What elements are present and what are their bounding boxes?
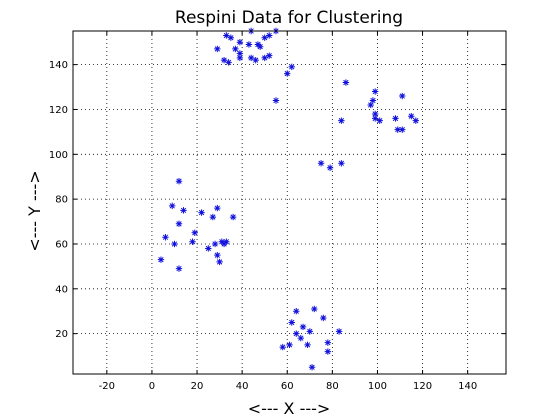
data-point [189,238,196,245]
data-point [175,265,183,272]
data-point [205,245,212,252]
data-point [288,63,295,71]
data-points [157,27,419,371]
data-point [284,70,291,77]
data-point [236,54,244,62]
data-point [214,251,221,259]
data-point [399,126,406,133]
data-point [171,240,178,248]
data-point [214,204,221,212]
data-point [220,56,228,64]
x-tick-label: -20 [99,381,115,392]
data-point [236,50,244,57]
data-point [399,92,406,100]
plot-frame [72,30,507,375]
grid-lines [73,31,506,374]
x-tick-label: 60 [281,381,294,392]
data-point [214,45,221,53]
data-point [216,258,223,266]
chart-title: Respini Data for Clustering [175,8,403,28]
data-point [198,209,205,216]
x-axis-label: <--- X ---> [248,399,331,418]
data-point [279,343,286,351]
data-point [261,54,268,62]
y-tick-label: 80 [55,195,68,206]
data-point [320,314,327,322]
data-point [157,256,165,263]
data-point [266,52,273,59]
data-point [272,97,280,104]
data-point [324,339,332,346]
data-point [191,229,198,236]
axis-ticks: -20 0 20 40 60 80 100 120 140 20 40 60 80 100 120 140 [49,31,506,392]
y-tick-label: 100 [49,150,68,161]
data-point [266,32,273,39]
x-tick-label: 80 [326,381,339,392]
data-point [227,34,235,41]
data-point [376,117,383,124]
data-point [311,305,318,313]
data-point [306,328,313,335]
data-point [304,341,311,349]
data-point [371,115,379,122]
data-point [371,88,379,95]
data-point [180,207,187,214]
data-point [293,308,300,315]
x-tick-label: 100 [368,381,387,392]
y-axis-label: <--- Y ---> [25,170,44,251]
data-point [335,328,343,335]
data-point [338,117,345,124]
data-point [392,115,399,122]
data-point [209,213,217,221]
data-point [247,54,255,62]
x-tick-label: 140 [458,381,477,392]
plot-frame-bg [72,30,507,375]
data-point [342,79,350,86]
data-point [371,110,379,118]
data-point [223,32,230,39]
data-point [223,238,230,245]
data-point [412,117,419,124]
y-tick-label: 140 [49,60,68,71]
x-tick-label: 0 [149,381,155,392]
data-point [367,101,374,109]
data-point [317,160,325,167]
data-point [299,323,307,331]
data-point [286,341,293,349]
y-tick-label: 20 [55,329,68,340]
x-tick-label: 40 [236,381,249,392]
data-point [245,41,253,48]
data-point [308,364,316,371]
data-point [175,220,183,227]
data-point [256,43,264,50]
data-point [229,213,237,221]
x-tick-label: 20 [191,381,204,392]
data-point [326,164,334,171]
data-point [288,319,295,326]
data-point [338,160,345,167]
data-point [293,330,300,337]
data-point [369,97,377,104]
y-tick-label: 40 [55,284,68,295]
y-tick-label: 60 [55,239,68,250]
data-point [236,39,244,46]
data-point [232,45,239,53]
data-point [162,234,169,241]
data-point [252,56,259,64]
x-tick-label: 120 [413,381,432,392]
data-point [324,348,332,355]
data-point [297,334,304,342]
data-point [169,202,176,210]
data-point [408,112,415,120]
data-point [394,126,401,133]
data-point [225,59,232,66]
y-tick-label: 120 [49,105,68,116]
data-point [175,178,183,185]
data-point [211,240,219,248]
data-point [261,34,268,41]
